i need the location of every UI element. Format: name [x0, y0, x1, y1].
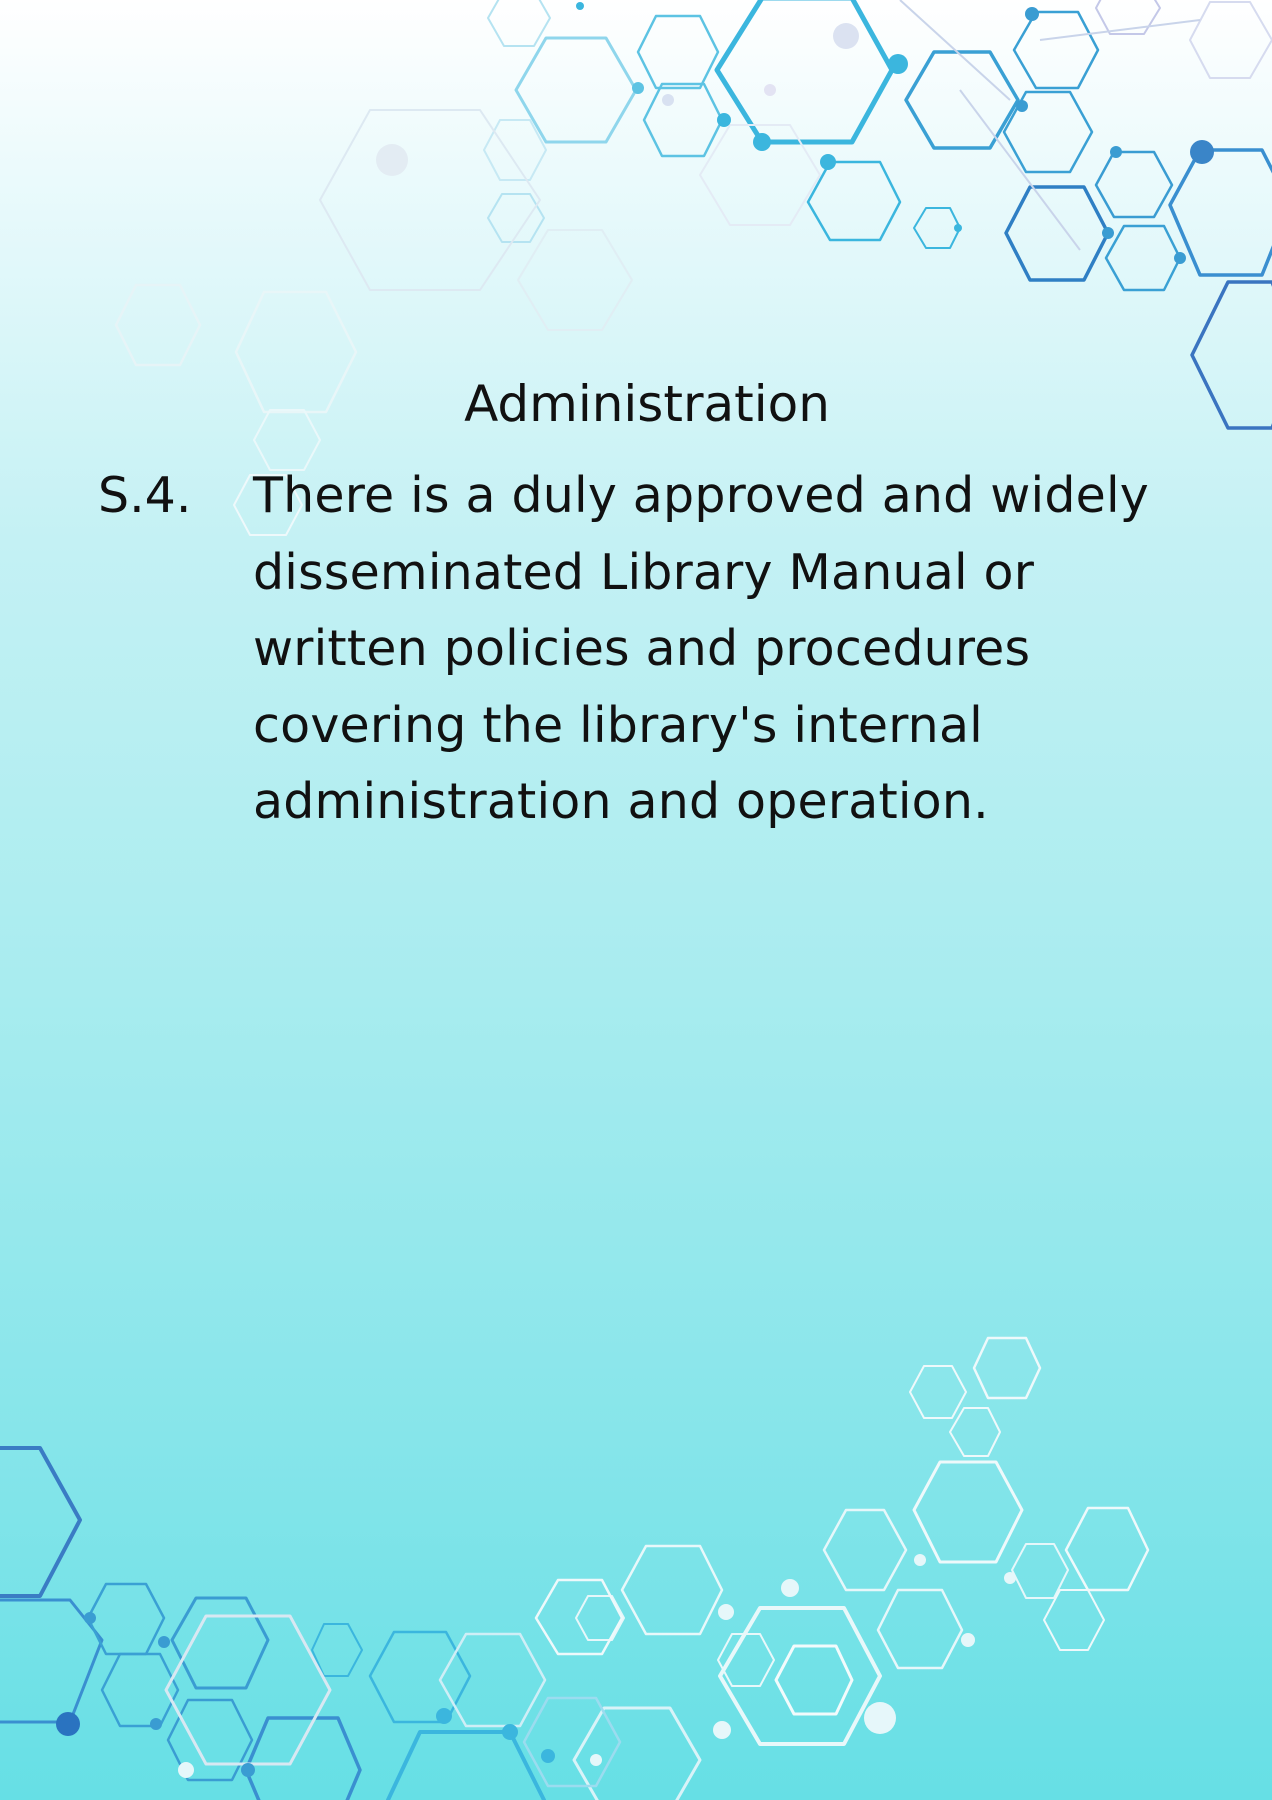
hexagon-shape — [253, 409, 321, 471]
standard-number: S.4. — [98, 467, 192, 524]
hexagon-shape — [620, 1544, 724, 1636]
hexagon-shape — [1094, 150, 1174, 219]
page-title: Administration — [464, 375, 830, 433]
hexagon-shape — [1190, 280, 1272, 430]
hexagon-shape — [913, 207, 961, 249]
hexagon-shape — [244, 1716, 362, 1800]
hexagon-shape — [164, 1614, 332, 1766]
hexagon-shape — [636, 14, 720, 90]
hexagon-shape — [1104, 224, 1182, 292]
hexagon-shape — [949, 1407, 1001, 1457]
hexagon-shape — [972, 1336, 1042, 1400]
hexagon-shape — [1064, 1506, 1150, 1592]
hexagon-shape — [1012, 10, 1100, 90]
hexagon-shape — [774, 1644, 854, 1716]
hexagon-shape — [86, 1582, 166, 1656]
hexagon-shape — [822, 1508, 908, 1592]
hexagon-shape — [876, 1588, 964, 1670]
hexagon-shape — [575, 1595, 625, 1641]
hexagon-shape — [912, 1460, 1024, 1564]
hexagon-shape — [1043, 1589, 1105, 1651]
hexagon-shape — [514, 36, 638, 144]
standard-item: S.4. There is a duly approved and widely… — [98, 458, 1208, 841]
hexagon-shape — [714, 0, 895, 145]
hexagon-shape — [487, 193, 545, 243]
hexagon-shape — [487, 0, 551, 47]
hexagon-shape — [806, 160, 902, 242]
hexagon-shape — [311, 1623, 363, 1677]
hexagon-shape — [1189, 1, 1272, 79]
hexagon-shape — [1168, 148, 1272, 277]
hexagon-shape — [718, 1606, 882, 1746]
hexagon-shape — [233, 474, 303, 536]
hexagon-shape — [170, 1596, 270, 1690]
hexagon-shape — [1095, 0, 1161, 35]
hexagon-shape — [904, 50, 1020, 150]
hexagon-shape — [166, 1698, 254, 1782]
hexagon-shape — [1004, 185, 1110, 282]
hexagon-shape — [517, 229, 633, 331]
hexagon-shape — [0, 1446, 82, 1598]
hexagon-shape — [438, 1632, 547, 1728]
standard-text: There is a duly approved and widely diss… — [253, 467, 1150, 830]
hexagon-shape — [699, 124, 821, 226]
hexagon-shape — [717, 1633, 775, 1687]
hexagon-shape — [522, 1696, 622, 1788]
hexagon-shape — [234, 290, 358, 414]
hexagon-shape — [534, 1578, 624, 1656]
hexagon-shape — [319, 109, 541, 291]
hexagon-shape — [909, 1365, 967, 1419]
hexagon-shape — [114, 283, 202, 367]
hexagon-shape — [1011, 1543, 1069, 1599]
hexagon-shape — [572, 1706, 702, 1800]
hexagon-shape — [483, 119, 547, 181]
hexagon-shape — [1002, 90, 1094, 174]
hexagon-shape — [386, 1730, 546, 1800]
hexagon-shape — [642, 82, 724, 158]
